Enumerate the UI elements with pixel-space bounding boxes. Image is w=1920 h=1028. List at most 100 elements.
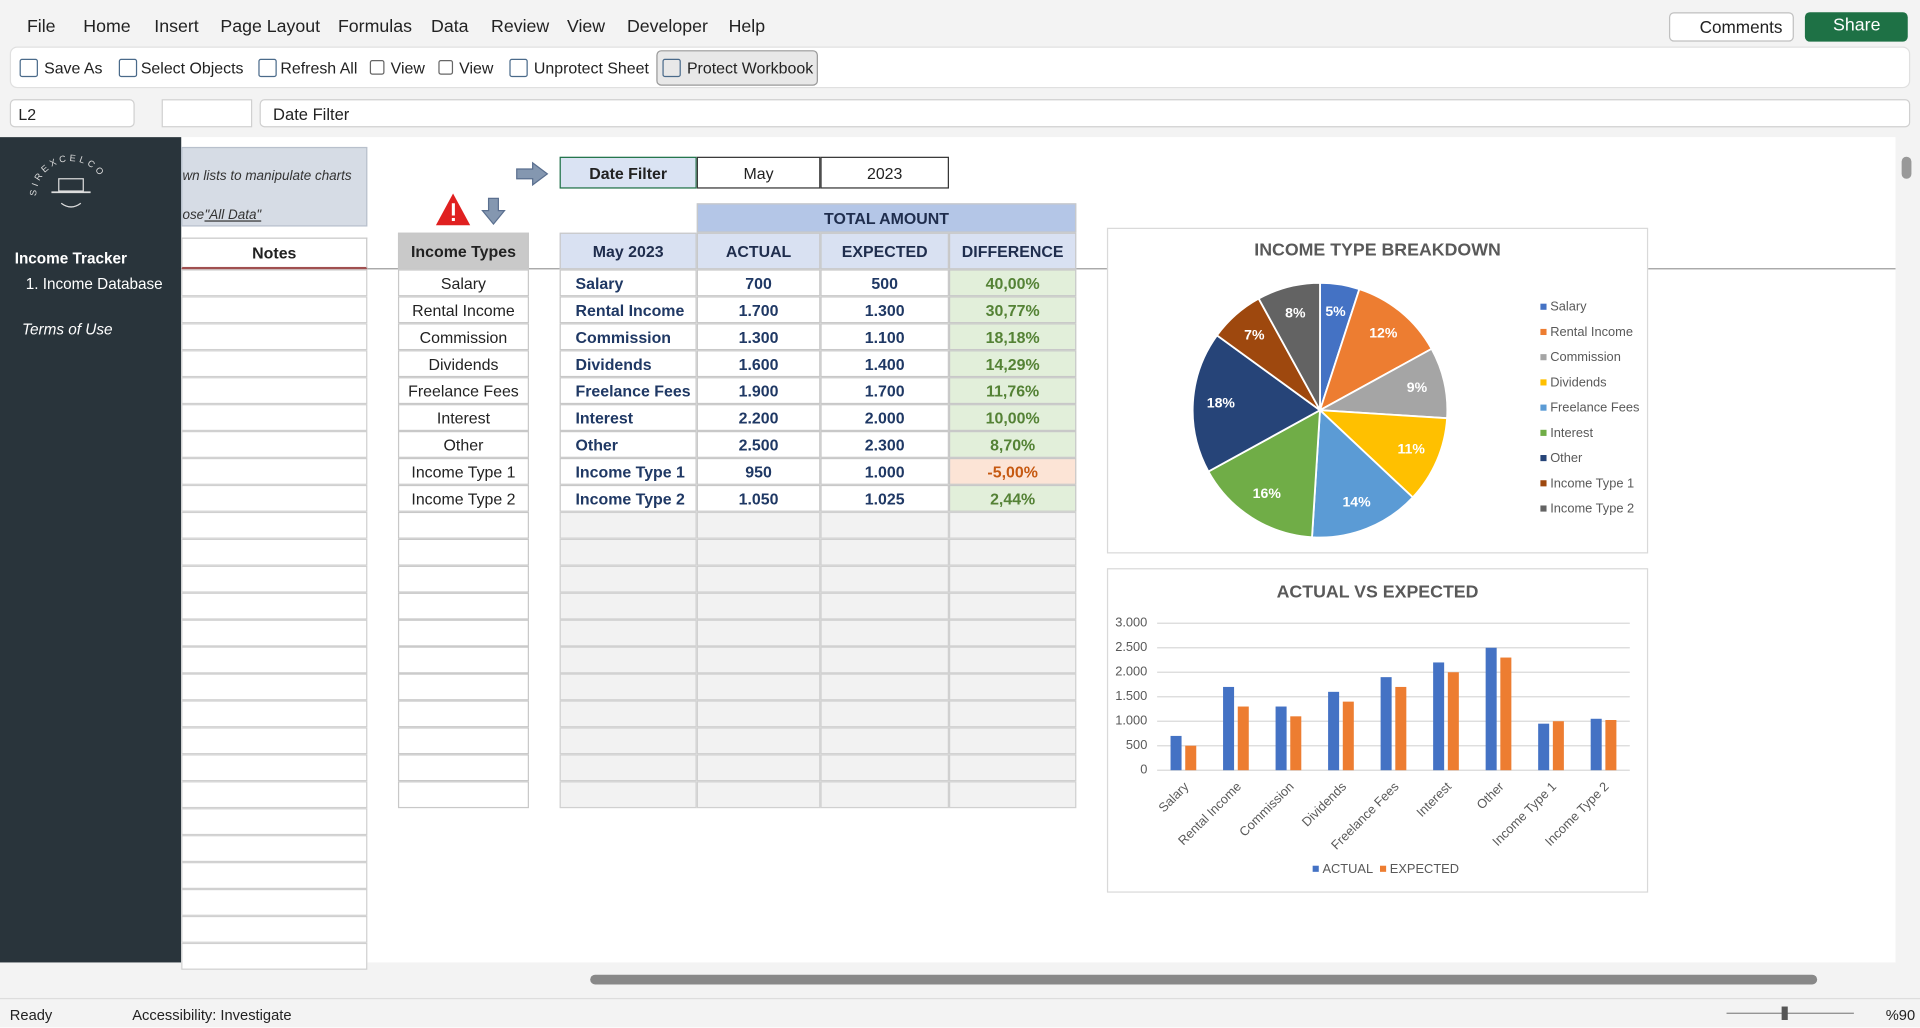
notes-cell <box>181 269 368 297</box>
zoom-thumb[interactable] <box>1781 1006 1788 1020</box>
sidebar-link[interactable]: 1. Income Database <box>25 275 163 293</box>
status-zoom[interactable]: %90 <box>1885 1006 1916 1024</box>
toolbar-button[interactable]: View <box>390 58 425 78</box>
toolbar-icon[interactable] <box>369 60 385 75</box>
table-cell <box>948 700 1077 728</box>
table-cell: 2.200 <box>696 404 821 432</box>
menu-tab[interactable]: Data <box>431 17 469 37</box>
formula-input[interactable] <box>259 99 1911 128</box>
share-label[interactable]: Share <box>1833 15 1881 36</box>
legend-swatch <box>1540 455 1547 462</box>
income-type-cell: Income Type 1 <box>397 457 529 485</box>
pie-slice <box>1207 408 1322 539</box>
toolbar-button[interactable]: View <box>459 58 494 78</box>
toolbar-button[interactable]: Protect Workbook <box>686 58 814 78</box>
menu-tab[interactable]: Page Layout <box>220 17 321 37</box>
toolbar-icon[interactable] <box>509 58 528 78</box>
menu-tab[interactable]: Home <box>83 17 131 37</box>
date-filter-label: Date Filter <box>559 156 697 189</box>
table-cell <box>820 565 949 593</box>
income-type-cell <box>397 565 529 593</box>
slice-label: 7% <box>1244 326 1265 342</box>
comments-button[interactable] <box>1668 12 1794 42</box>
decorations <box>435 161 549 226</box>
income-type-cell <box>397 592 529 620</box>
table-cell: 1.000 <box>820 457 949 485</box>
notes-cell <box>181 888 368 916</box>
income-type-cell: Other <box>397 431 529 458</box>
toolbar-icon[interactable] <box>662 58 681 78</box>
table-cell <box>820 673 949 701</box>
bar <box>1500 657 1512 771</box>
table-cell <box>559 700 697 728</box>
menu-tab[interactable]: Review <box>491 17 550 37</box>
scroll-thumb[interactable] <box>1901 156 1912 179</box>
toolbar-icon[interactable] <box>438 60 454 75</box>
zoom-slider[interactable] <box>1726 1012 1854 1014</box>
income-type-cell <box>397 646 529 674</box>
table-cell: Other <box>559 431 697 458</box>
menu-tab[interactable]: Help <box>728 17 766 37</box>
table-cell <box>696 619 821 647</box>
table-cell: 500 <box>820 269 949 297</box>
pie-slice <box>1311 408 1415 539</box>
x-tick-label: Commission <box>1236 779 1297 840</box>
vertical-scrollbar[interactable] <box>1895 137 1920 963</box>
toolbar-icon[interactable] <box>258 58 277 78</box>
table-cell: 2,44% <box>948 484 1077 512</box>
bar <box>1170 735 1182 771</box>
notes-cell <box>181 350 368 378</box>
table-cell: Salary <box>559 269 697 297</box>
table-cell <box>820 592 949 620</box>
notes-cell <box>181 862 368 889</box>
pie-slice <box>1317 409 1449 499</box>
y-tick-label: 0 <box>1140 762 1147 777</box>
y-tick-label: 3.000 <box>1115 615 1147 630</box>
sidebar-link[interactable]: Terms of Use <box>22 320 113 338</box>
income-types-header: Income Types <box>397 232 529 270</box>
toolbar-button[interactable]: Refresh All <box>280 58 358 78</box>
legend-label: Rental Income <box>1550 324 1633 339</box>
note-link[interactable]: "All Data" <box>204 208 262 223</box>
income-type-cell <box>397 673 529 701</box>
bar <box>1185 745 1197 771</box>
toolbar-icon[interactable] <box>118 58 138 78</box>
legend-swatch <box>1540 429 1547 436</box>
legend-label: Interest <box>1550 425 1593 440</box>
horizontal-scroll-thumb[interactable] <box>590 974 1818 985</box>
table-cell: 1.700 <box>696 296 821 324</box>
table-cell <box>696 727 821 755</box>
status-accessibility[interactable]: Accessibility: Investigate <box>132 1006 292 1024</box>
toolbar-icon[interactable] <box>19 58 38 78</box>
notes-cell <box>181 592 368 620</box>
table-cell: 1.050 <box>696 484 821 512</box>
y-tick-label: 2.000 <box>1115 664 1147 679</box>
comments-label[interactable]: Comments <box>1699 17 1783 37</box>
menu-tab[interactable]: File <box>26 17 56 37</box>
notes-cell <box>181 781 368 809</box>
table-cell <box>696 781 821 809</box>
share-button[interactable] <box>1804 12 1908 42</box>
pie-slice <box>1257 281 1321 411</box>
toolbar-button[interactable]: Save As <box>44 58 103 78</box>
formula-icons <box>161 99 253 128</box>
x-tick-label: Other <box>1473 778 1507 812</box>
group-header: TOTAL AMOUNT <box>696 203 1077 233</box>
toolbar-button[interactable]: Unprotect Sheet <box>533 58 649 78</box>
menu-tab[interactable]: Formulas <box>337 17 412 37</box>
protect-workbook-highlight[interactable] <box>656 50 818 86</box>
table-cell <box>559 619 697 647</box>
table-cell: 10,00% <box>948 404 1077 432</box>
menu-tab[interactable]: Developer <box>626 17 708 37</box>
cell-ref[interactable]: L2 <box>18 105 37 124</box>
income-type-cell: Salary <box>397 269 529 297</box>
notes-cell <box>181 727 368 755</box>
menu-tab[interactable]: View <box>566 17 606 37</box>
name-box[interactable] <box>9 99 135 128</box>
menu-tab[interactable]: Insert <box>154 17 199 37</box>
formula-text[interactable]: Date Filter <box>273 105 350 124</box>
notes-cell <box>181 484 368 512</box>
table-cell <box>948 592 1077 620</box>
logo: SIREXCELCO <box>28 153 104 208</box>
toolbar-button[interactable]: Select Objects <box>140 58 244 78</box>
